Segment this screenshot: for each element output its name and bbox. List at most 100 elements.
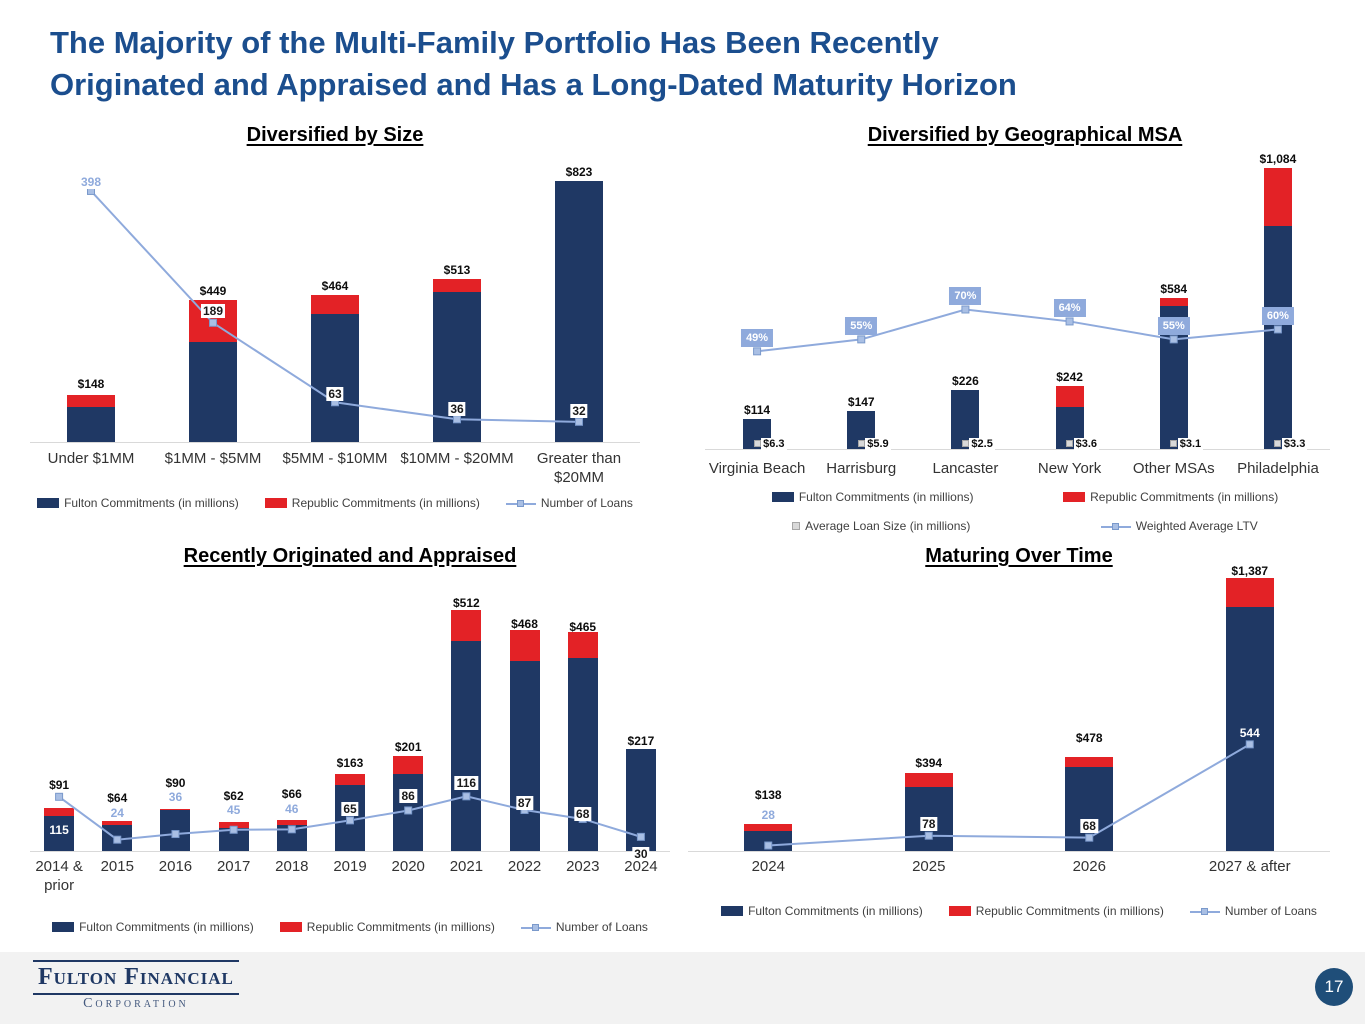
line-value-label: 46 bbox=[283, 802, 301, 817]
category-label: Lancaster bbox=[932, 460, 999, 477]
chart-diversified-by-size: Diversified by Size $148 $449 $464 $513 $823… bbox=[20, 118, 650, 528]
legend-swatch-icon bbox=[279, 922, 302, 932]
legend-item: Republic Commitments (in millions) bbox=[279, 920, 495, 934]
line-value-label: 68 bbox=[1080, 818, 1098, 833]
bar-segment-fulton bbox=[189, 342, 237, 442]
category-label: New York bbox=[1037, 460, 1102, 477]
legend-swatch-icon bbox=[771, 492, 794, 502]
category-label: 2016 bbox=[158, 858, 193, 875]
plot-area-msa: $114 $147 $226 $242 $584 $1,084 49% 55% 70% 64% 55… bbox=[705, 152, 1330, 450]
line-value-label: 30 bbox=[632, 846, 650, 861]
avg-loan-size-marker bbox=[961, 440, 969, 447]
bar-segment-republic bbox=[1065, 756, 1114, 767]
avg-loan-size-marker bbox=[857, 440, 865, 447]
line-marker bbox=[857, 335, 866, 344]
legend-row: Average Loan Size (in millions) Weighted … bbox=[700, 519, 1350, 533]
bar-segment-fulton bbox=[393, 774, 424, 851]
legend-label: Republic Commitments (in millions) bbox=[291, 496, 480, 510]
bar-total-label: $513 bbox=[443, 263, 471, 278]
chart-title-recently-originated: Recently Originated and Appraised bbox=[183, 545, 517, 567]
bar-total-label: $242 bbox=[1056, 370, 1083, 385]
avg-loan-size-marker bbox=[1170, 440, 1178, 447]
bar-total-label: $584 bbox=[1160, 281, 1188, 296]
legend-label: Fulton Commitments (in millions) bbox=[798, 490, 974, 504]
bar-segment-fulton bbox=[744, 831, 793, 851]
chart-title-maturing-over-time: Maturing Over Time bbox=[925, 545, 1113, 567]
bar-total-label: $226 bbox=[952, 374, 979, 389]
legend-label: Fulton Commitments (in millions) bbox=[748, 904, 923, 918]
line-value-label: 24 bbox=[108, 805, 126, 820]
bar-total-label: $90 bbox=[165, 775, 186, 790]
bar-total-label: $478 bbox=[1075, 730, 1103, 745]
page-number-badge: 17 bbox=[1315, 968, 1353, 1006]
line-value-label: 115 bbox=[49, 822, 69, 837]
legend-label: Fulton Commitments (in millions) bbox=[79, 920, 254, 934]
legend-label: Republic Commitments (in millions) bbox=[306, 920, 495, 934]
avg-loan-size-label: $5.9 bbox=[865, 438, 891, 450]
legend-row: Fulton Commitments (in millions) Republic… bbox=[20, 496, 650, 510]
line-value-label: 68 bbox=[574, 806, 592, 821]
legend-swatch-icon bbox=[948, 906, 971, 916]
bar-segment-fulton bbox=[1263, 226, 1292, 449]
avg-loan-size-marker bbox=[1066, 440, 1074, 447]
line-value-label: 45 bbox=[224, 802, 243, 817]
legend-item: Republic Commitments (in millions) bbox=[1063, 490, 1278, 504]
legend-size: Fulton Commitments (in millions) Republic… bbox=[20, 496, 650, 510]
avg-loan-size-label: $2.5 bbox=[969, 438, 995, 450]
line-marker bbox=[1065, 317, 1074, 326]
legend-label: Number of Loans bbox=[540, 496, 633, 510]
logo-text-sub: Corporation bbox=[83, 995, 189, 1011]
legend-line-square-icon bbox=[516, 499, 524, 507]
bar-total-label: $1,387 bbox=[1231, 563, 1269, 578]
bar-segment-republic bbox=[102, 820, 133, 826]
category-axis-originated: 2014 & prior 2015 2016 2017 2018 2019 2020 2021… bbox=[30, 858, 670, 896]
bar-segment-republic bbox=[67, 395, 115, 408]
line-value-label: 78 bbox=[920, 816, 938, 831]
category-label: 2019 bbox=[333, 858, 367, 875]
legend-row: Fulton Commitments (in millions) Republic… bbox=[700, 490, 1350, 504]
bar-total-label: $138 bbox=[754, 787, 782, 802]
bar-segment-fulton bbox=[433, 292, 481, 442]
bar-segment-republic bbox=[1055, 386, 1084, 408]
legend-item: Average Loan Size (in millions) bbox=[792, 519, 970, 533]
legend-item: Number of Loans bbox=[1189, 904, 1317, 918]
legend-item: Weighted Average LTV bbox=[1100, 519, 1258, 533]
line-value-label: 70% bbox=[949, 287, 982, 306]
slide-title-line2: Originated and Appraised and Has a Long-… bbox=[50, 66, 1017, 102]
bar-segment-republic bbox=[451, 609, 482, 642]
bar-segment-fulton bbox=[451, 641, 482, 851]
bar-segment-fulton bbox=[311, 313, 359, 442]
bar-segment-fulton bbox=[67, 407, 115, 442]
legend-label: Republic Commitments (in millions) bbox=[1090, 490, 1279, 504]
bar-segment-fulton bbox=[335, 785, 365, 851]
bar-total-label: $163 bbox=[336, 756, 364, 771]
legend-line-square-icon bbox=[1200, 907, 1208, 915]
legend-item: Fulton Commitments (in millions) bbox=[37, 496, 239, 510]
line-value-label: 28 bbox=[759, 807, 777, 822]
line-value-label: 116 bbox=[454, 776, 479, 791]
line-value-label: 60% bbox=[1261, 307, 1294, 326]
bar-segment-fulton bbox=[102, 825, 133, 851]
bar-segment-republic bbox=[160, 808, 191, 811]
bar-segment-fulton bbox=[218, 827, 249, 851]
plot-area-size: $148 $449 $464 $513 $823 398 189 63 36 32 bbox=[30, 155, 640, 443]
line-value-label: 398 bbox=[78, 174, 104, 189]
bar-total-label: $1,084 bbox=[1259, 152, 1297, 167]
category-label: 2018 bbox=[275, 858, 309, 875]
avg-loan-size-label: $3.3 bbox=[1281, 438, 1308, 450]
bar-total-label: $512 bbox=[453, 595, 480, 610]
legend-item: Fulton Commitments (in millions) bbox=[721, 904, 923, 918]
line-marker bbox=[55, 792, 64, 801]
category-label: Greater than $20MM bbox=[536, 450, 622, 486]
legend-label: Number of Loans bbox=[555, 920, 648, 934]
legend-label: Republic Commitments (in millions) bbox=[975, 904, 1164, 918]
category-label: 2022 bbox=[507, 858, 542, 875]
line-value-label: 86 bbox=[399, 789, 417, 804]
legend-row: Fulton Commitments (in millions) Republic… bbox=[688, 904, 1350, 918]
legend-item: Fulton Commitments (in millions) bbox=[52, 920, 254, 934]
bar-total-label: $823 bbox=[565, 165, 593, 179]
legend-maturing: Fulton Commitments (in millions) Republic… bbox=[688, 904, 1350, 918]
legend-swatch-icon bbox=[52, 922, 75, 932]
bar-segment-republic bbox=[218, 821, 249, 828]
